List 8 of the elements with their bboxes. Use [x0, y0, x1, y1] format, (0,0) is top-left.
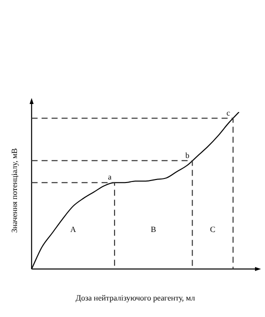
x-axis-title: Доза нейтралізуючого реагенту, мл	[76, 293, 195, 302]
annotation: A	[70, 224, 76, 234]
y-axis-title: Значення потенціалу, мВ	[10, 148, 19, 233]
annotation: C	[210, 224, 216, 234]
ref-line-label: a	[108, 172, 112, 182]
ref-line-label: c	[226, 108, 231, 118]
annotation: B	[150, 224, 156, 234]
ref-line-label: b	[185, 150, 190, 160]
